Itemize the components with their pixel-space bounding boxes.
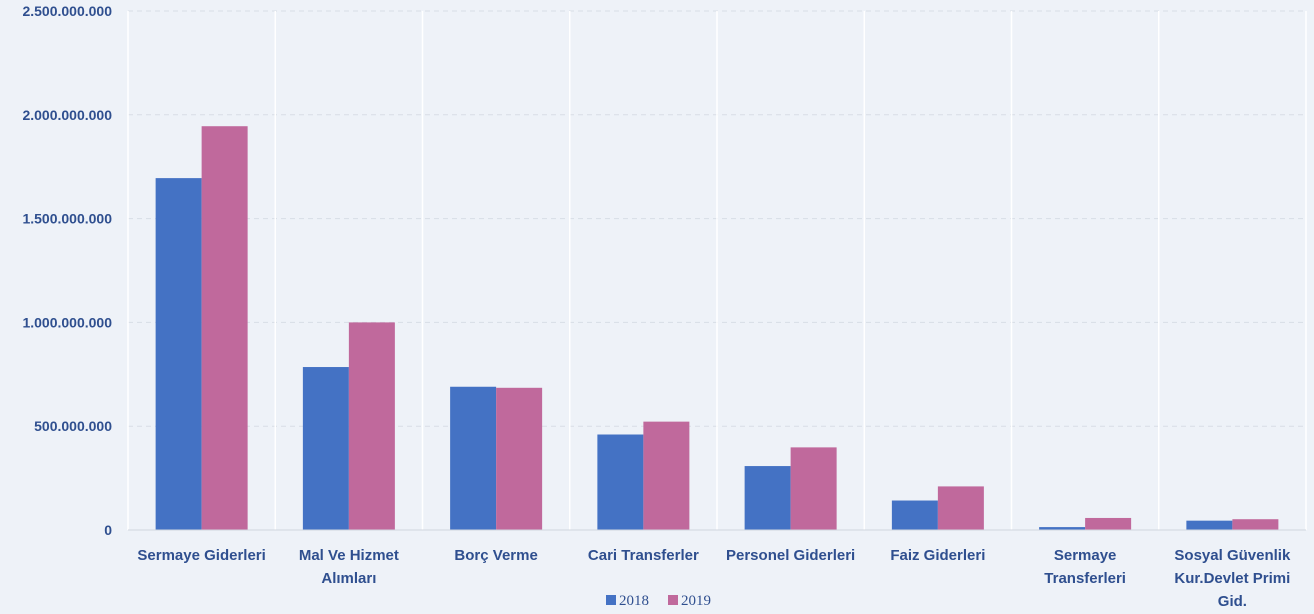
x-category-label: Cari Transferler — [588, 547, 699, 564]
x-category-label: Sermaye Transferleri — [1044, 547, 1126, 587]
x-category-label: Mal Ve Hizmet Alımları — [299, 547, 399, 587]
x-category-label-line: Alımları — [321, 570, 376, 587]
bar-2019 — [790, 447, 837, 530]
y-tick-label: 2.000.000.000 — [22, 107, 112, 123]
x-category-label-line: Transferleri — [1044, 570, 1126, 587]
bar-2018 — [302, 367, 349, 530]
legend: 2018 2019 — [606, 593, 711, 609]
y-tick-label: 1.000.000.000 — [22, 314, 112, 330]
x-category-label-line: Borç Verme — [454, 547, 537, 564]
bar-2019 — [1085, 517, 1132, 530]
y-tick-label: 0 — [104, 522, 112, 538]
legend-swatch-2019 — [668, 595, 678, 605]
x-category-label-line: Mal Ve Hizmet — [299, 547, 399, 564]
x-category-label-line: Sermaye Giderleri — [137, 547, 265, 564]
category-separators — [127, 11, 1307, 530]
bar-2018 — [155, 178, 202, 531]
bar-2018 — [597, 434, 644, 530]
legend-swatch-2018 — [606, 595, 616, 605]
x-category-label-line: Sermaye — [1054, 547, 1117, 564]
bar-2018 — [744, 466, 791, 530]
x-axis: Sermaye Giderleri Mal Ve Hizmet Alımları Bo… — [128, 529, 1306, 610]
x-category-label-line: Faiz Giderleri — [890, 547, 985, 564]
x-category-label-line: Kur.Devlet Primi — [1174, 570, 1290, 587]
bar-2018 — [1186, 520, 1233, 530]
x-category-label-line: Cari Transferler — [588, 547, 699, 564]
x-category-label: Faiz Giderleri — [890, 547, 985, 564]
y-tick-label: 500.000.000 — [34, 418, 112, 434]
x-category-label: Sermaye Giderleri — [137, 547, 265, 564]
bar-2018 — [450, 386, 497, 530]
bar-2018 — [891, 500, 938, 530]
bar-2019 — [496, 387, 543, 530]
x-category-label-line: Sosyal Güvenlik — [1174, 547, 1291, 564]
x-category-label: Sosyal Güvenlik Kur.Devlet Primi Gid. — [1174, 547, 1291, 610]
legend-label-2018: 2018 — [619, 593, 649, 609]
y-axis: 0 500.000.000 1.000.000.000 1.500.000.000 2.… — [22, 3, 112, 538]
x-category-label: Borç Verme — [454, 547, 537, 564]
bars — [155, 126, 1279, 531]
bar-2019 — [201, 126, 248, 530]
bar-2019 — [348, 322, 395, 530]
bar-2019 — [643, 421, 690, 530]
bar-2019 — [937, 486, 984, 530]
legend-label-2019: 2019 — [681, 593, 711, 609]
bar-2018 — [1039, 527, 1086, 530]
x-category-label: Personel Giderleri — [726, 547, 855, 564]
bar-2019 — [1232, 519, 1279, 530]
x-category-label-line: Personel Giderleri — [726, 547, 855, 564]
y-tick-label: 2.500.000.000 — [22, 3, 112, 19]
x-category-label-line: Gid. — [1218, 593, 1247, 610]
y-tick-label: 1.500.000.000 — [22, 211, 112, 227]
